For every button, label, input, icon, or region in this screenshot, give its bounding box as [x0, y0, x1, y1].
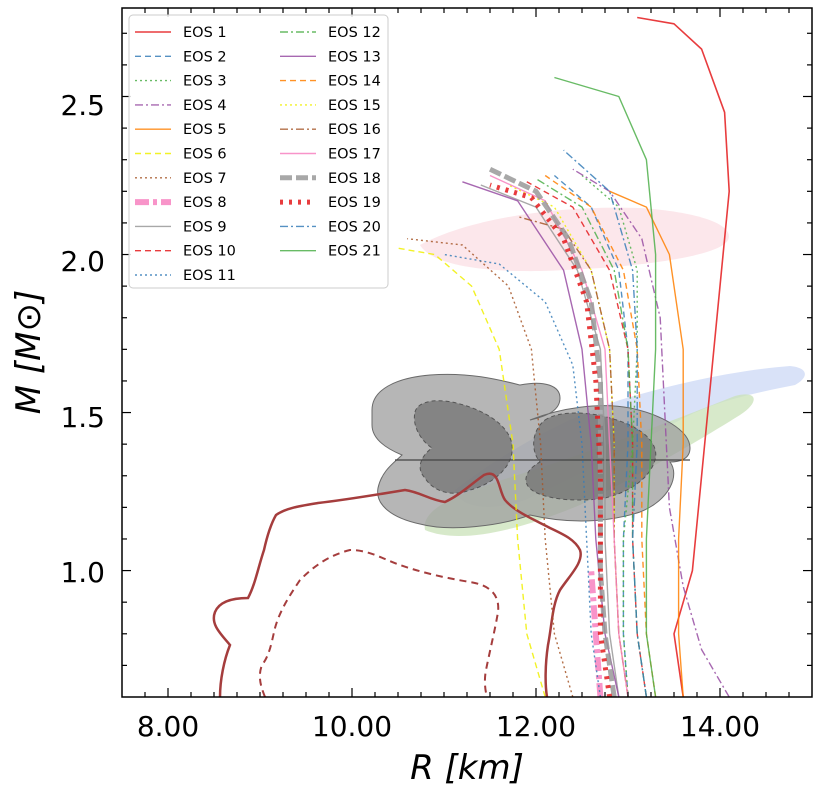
x-tick-label: 14.00 [680, 710, 760, 743]
eos-curve-11 [443, 253, 602, 697]
x-tick-label: 8.00 [137, 710, 199, 743]
eos-curve-20 [563, 149, 648, 697]
eos-curve-18 [488, 166, 617, 697]
y-tick-labels: 1.0 1.5 2.0 2.5 [60, 89, 105, 589]
eos-curve-7 [407, 238, 574, 697]
legend-label-eos-8: EOS 8 [183, 195, 227, 211]
legend-label-eos-11: EOS 11 [183, 268, 236, 284]
y-axis-label: M [M⊙] [9, 290, 49, 415]
legend-label-eos-15: EOS 15 [328, 98, 381, 114]
y-tick-label: 1.5 [60, 401, 105, 434]
legend-label-eos-20: EOS 20 [328, 219, 381, 235]
eos-curve-5 [609, 190, 684, 697]
legend-label-eos-1: EOS 1 [183, 25, 227, 41]
legend-label-eos-10: EOS 10 [183, 244, 236, 260]
legend-label-eos-9: EOS 9 [183, 219, 227, 235]
eos-curve-19 [489, 182, 613, 697]
legend-box [128, 14, 389, 289]
eos-curve-17 [489, 174, 629, 697]
legend-label-eos-7: EOS 7 [183, 171, 227, 187]
eos-curve-10 [526, 181, 648, 697]
eos-curve-1 [637, 16, 731, 697]
brown-contour-dashed [258, 548, 500, 697]
legend-label-eos-4: EOS 4 [183, 98, 227, 114]
legend-label-eos-3: EOS 3 [183, 74, 227, 90]
eos-curve-4 [572, 168, 730, 697]
eos-curve-21 [554, 76, 657, 697]
legend-label-eos-16: EOS 16 [328, 122, 381, 138]
legend-label-eos-13: EOS 13 [328, 49, 381, 65]
legend-label-eos-18: EOS 18 [328, 171, 381, 187]
legend-label-eos-21: EOS 21 [328, 244, 381, 260]
legend-label-eos-5: EOS 5 [183, 122, 227, 138]
pink-constraint-band [420, 207, 729, 272]
legend-label-eos-17: EOS 17 [328, 147, 381, 163]
eos-curve-2 [553, 174, 629, 697]
x-tick-label: 12.00 [496, 710, 576, 743]
eos-curve-3 [581, 174, 638, 697]
legend-label-eos-12: EOS 12 [328, 25, 381, 41]
legend-label-eos-6: EOS 6 [183, 147, 227, 163]
legend: EOS 1 EOS 2 EOS 3 EOS 4 EOS 5 EOS 6 EOS 7 EOS 8… [128, 14, 389, 289]
eos-curve-9 [480, 184, 620, 697]
legend-label-eos-19: EOS 19 [328, 195, 381, 211]
eos-curve-12 [535, 178, 648, 697]
brown-contour-solid [212, 472, 582, 697]
eos-curves [397, 16, 731, 697]
eos-curve-8 [588, 570, 604, 697]
legend-label-eos-2: EOS 2 [183, 49, 227, 65]
eos-curve-6 [397, 247, 546, 697]
grey-contour-inner [413, 400, 513, 494]
y-tick-label: 1.0 [60, 556, 105, 589]
y-tick-label: 2.0 [60, 245, 105, 278]
x-tick-labels: 8.00 10.00 12.00 14.00 [137, 710, 760, 743]
x-tick-label: 10.00 [312, 710, 392, 743]
eos-curve-13 [462, 181, 620, 697]
y-tick-label: 2.5 [60, 89, 105, 122]
eos-curve-15 [508, 184, 629, 697]
eos-curve-14 [544, 174, 657, 697]
legend-label-eos-14: EOS 14 [328, 74, 381, 90]
x-axis-label: R [km] [410, 748, 524, 788]
axis-ticks [122, 8, 812, 697]
constraint-regions [212, 207, 805, 697]
